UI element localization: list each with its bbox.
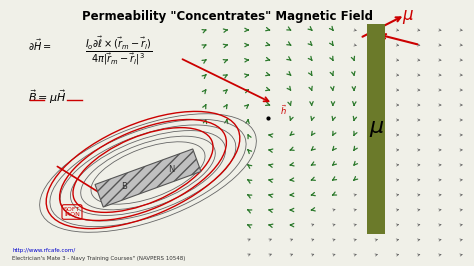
Text: $\vec{h}$: $\vec{h}$ xyxy=(280,103,287,117)
Text: B: B xyxy=(121,182,128,191)
Text: $\mu$: $\mu$ xyxy=(369,119,384,139)
Text: $\vec{B} = \mu\vec{H}$: $\vec{B} = \mu\vec{H}$ xyxy=(28,88,66,106)
Text: $\mu$: $\mu$ xyxy=(401,8,414,26)
Text: Permeability "Concentrates" Magnetic Field: Permeability "Concentrates" Magnetic Fie… xyxy=(82,10,373,23)
Bar xyxy=(95,149,201,207)
Text: $\dfrac{I_o\partial\vec{\ell} \times (\vec{r}_m - \vec{r}_l)}{4\pi|\vec{r}_m - \: $\dfrac{I_o\partial\vec{\ell} \times (\v… xyxy=(85,34,152,67)
Text: N: N xyxy=(168,165,175,174)
Text: http://www.rfcafe.com/: http://www.rfcafe.com/ xyxy=(12,248,75,253)
Text: Electrician's Mate 3 - Navy Training Courses" (NAVPERS 10548): Electrician's Mate 3 - Navy Training Cou… xyxy=(12,256,185,261)
Text: SOFT
IRON: SOFT IRON xyxy=(64,207,80,217)
Text: $\partial\vec{H} =$: $\partial\vec{H} =$ xyxy=(28,38,51,53)
Bar xyxy=(367,24,385,234)
